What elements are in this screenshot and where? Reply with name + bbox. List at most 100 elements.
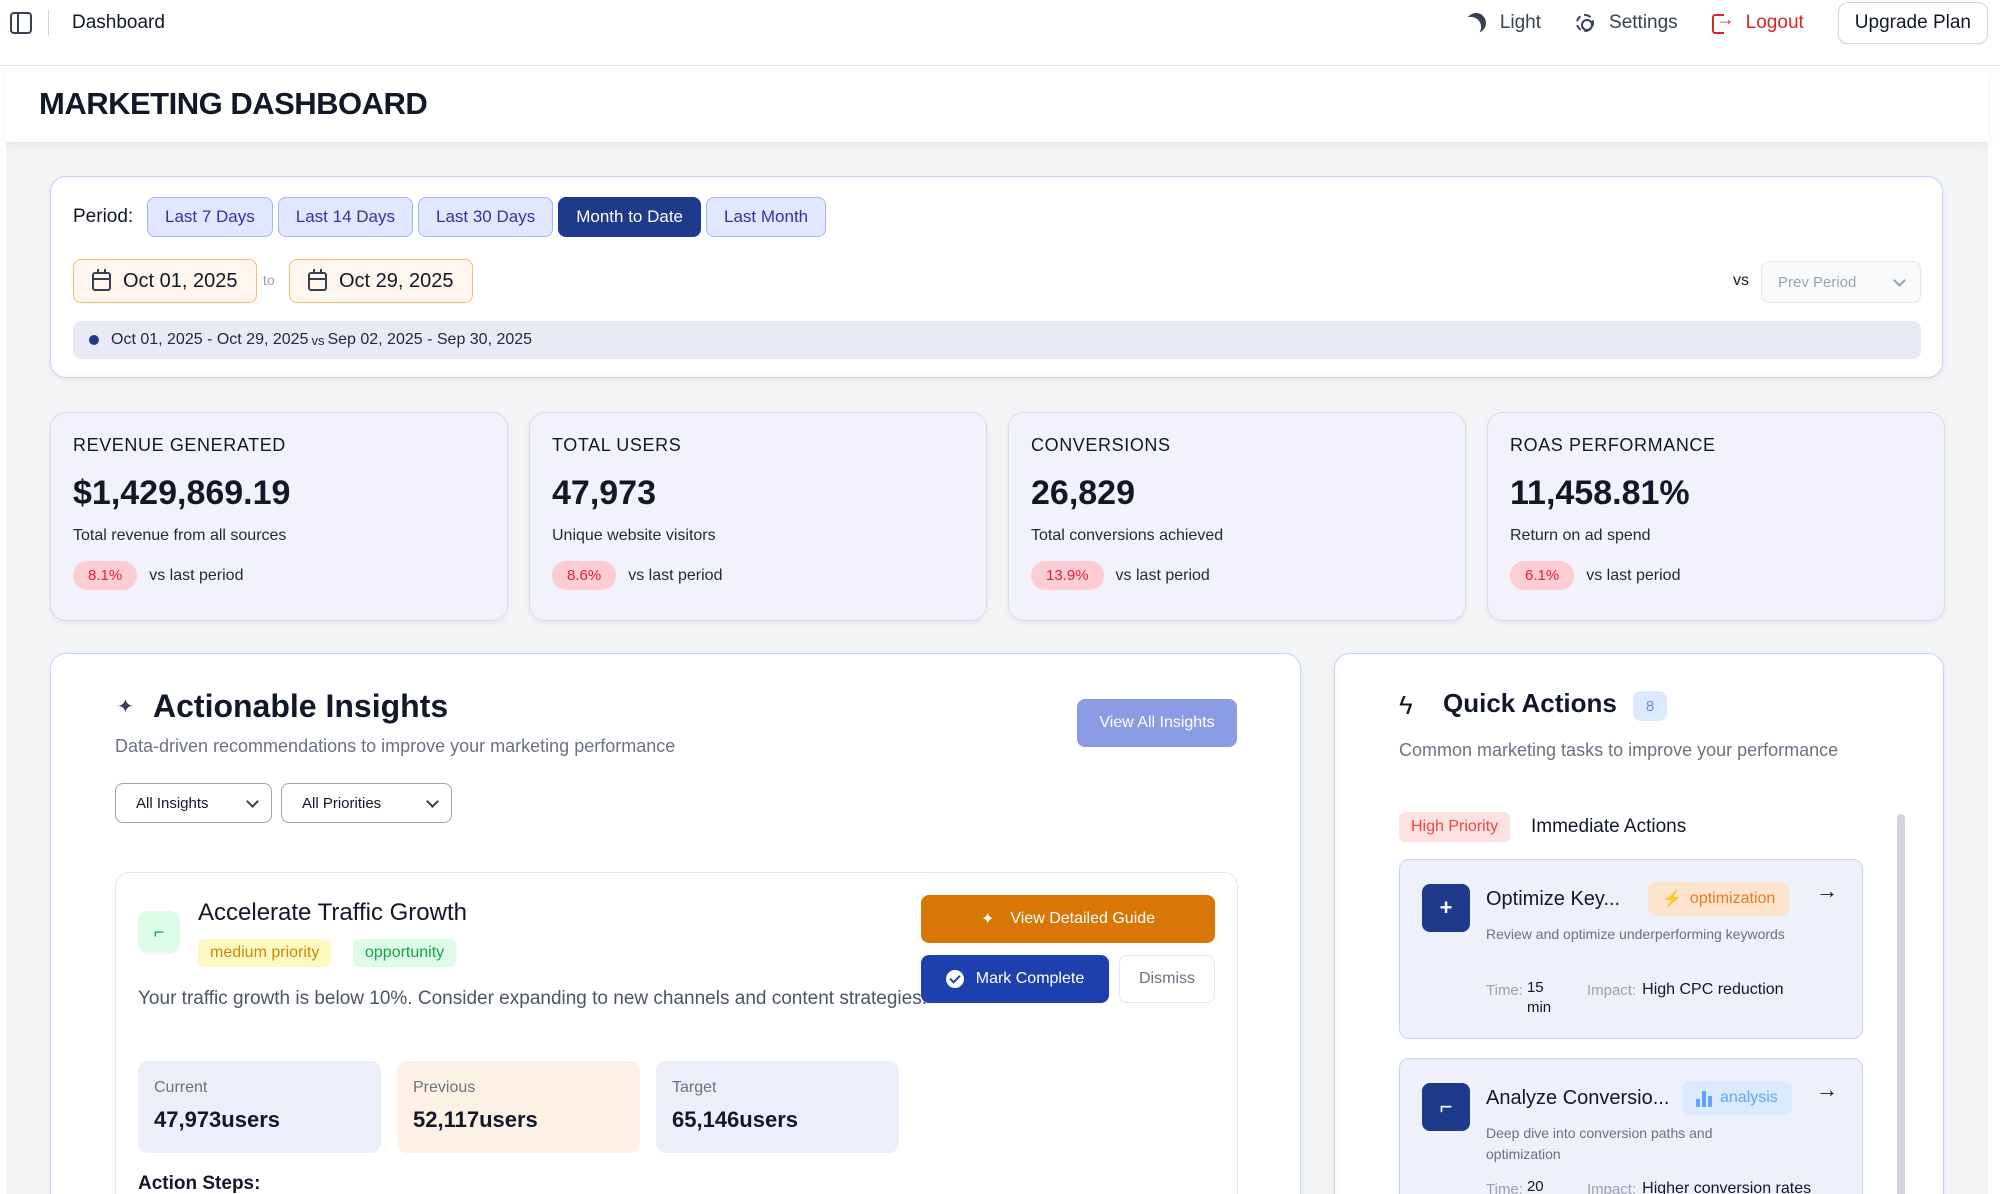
insight-description: Your traffic growth is below 10%. Consid… (138, 988, 927, 1009)
divider (48, 10, 49, 36)
metric-current: Current 47,973users (138, 1061, 381, 1153)
period-selector-card: Period: Last 7 Days Last 14 Days Last 30… (50, 176, 1943, 378)
change-label: vs last period (628, 566, 723, 584)
chevron-down-icon (426, 794, 439, 808)
metric-label: Target (672, 1079, 717, 1096)
start-date-picker[interactable]: Oct 01, 2025 (73, 259, 257, 303)
time-label: Time: (1486, 982, 1523, 999)
top-nav: Light Settings Logout Upgrade Plan (1466, 0, 1988, 46)
priority-select[interactable]: All Priorities (281, 783, 452, 823)
kpi-description: Return on ad spend (1510, 527, 1651, 544)
kpi-card-revenue: REVENUE GENERATED $1,429,869.19 Total re… (50, 412, 508, 621)
chevron-down-icon (246, 794, 259, 808)
compare-period-value: Prev Period (1778, 273, 1857, 291)
calendar-icon (92, 268, 111, 291)
impact-value: Higher conversion rates (1642, 1180, 1812, 1194)
period-label: Period: (73, 206, 134, 227)
theme-toggle-button[interactable]: Light (1466, 12, 1541, 34)
view-detailed-guide-button[interactable]: ✦ View Detailed Guide (921, 895, 1215, 943)
dismiss-button[interactable]: Dismiss (1119, 955, 1215, 1003)
metric-value: 65,146users (672, 1107, 798, 1132)
kpi-card-users: TOTAL USERS 47,973 Unique website visito… (529, 412, 987, 621)
logout-button[interactable]: Logout (1711, 9, 1804, 34)
status-dot (89, 335, 99, 345)
period-last-month-button[interactable]: Last Month (706, 197, 827, 237)
type-tag: opportunity (353, 939, 457, 967)
kpi-footer: 13.9% vs last period (1031, 561, 1443, 590)
quick-actions-subtitle: Common marketing tasks to improve your p… (1399, 740, 1839, 760)
moon-icon (1463, 10, 1489, 36)
gear-icon (1575, 13, 1595, 33)
compare-period-select[interactable]: Prev Period (1761, 261, 1921, 303)
category-tag: ⚡ optimization (1648, 882, 1790, 916)
page-title: MARKETING DASHBOARD (39, 86, 428, 121)
sparkle-icon: ✦ (980, 911, 995, 928)
actionable-insights-panel: ✦ Actionable Insights Data-driven recomm… (50, 653, 1301, 1194)
kpi-description: Unique website visitors (552, 527, 716, 544)
category-label: optimization (1689, 890, 1776, 907)
kpi-description: Total conversions achieved (1031, 527, 1224, 544)
kpi-card-conversions: CONVERSIONS 26,829 Total conversions ach… (1008, 412, 1466, 621)
priority-value: All Priorities (302, 794, 382, 812)
upgrade-plan-button[interactable]: Upgrade Plan (1837, 2, 1988, 44)
insight-type-select[interactable]: All Insights (115, 783, 272, 823)
end-date-picker[interactable]: Oct 29, 2025 (289, 259, 473, 303)
date-range-summary: Oct 01, 2025 - Oct 29, 2025 vs Sep 02, 2… (73, 321, 1921, 359)
calendar-icon (308, 268, 327, 291)
insight-card: ⌐ Accelerate Traffic Growth medium prior… (115, 872, 1238, 1194)
category-label: analysis (1720, 1089, 1778, 1106)
logout-icon (1711, 9, 1735, 34)
quick-action-item[interactable]: + Optimize Key... ⚡ optimization → Revie… (1399, 859, 1863, 1039)
insights-subtitle: Data-driven recommendations to improve y… (115, 736, 676, 756)
action-steps-heading: Action Steps: (138, 1173, 261, 1194)
breadcrumb[interactable]: Dashboard (72, 12, 165, 33)
settings-button[interactable]: Settings (1575, 12, 1678, 34)
metric-label: Current (154, 1079, 208, 1096)
guide-label: View Detailed Guide (1010, 910, 1156, 927)
quick-actions-panel: ϟ Quick Actions 8 Common marketing tasks… (1334, 653, 1944, 1194)
immediate-actions-label: Immediate Actions (1531, 816, 1687, 837)
metric-label: Previous (413, 1079, 476, 1096)
view-all-insights-button[interactable]: View All Insights (1077, 699, 1237, 747)
top-bar: Dashboard Light Settings Logout Upgrade … (0, 0, 2000, 66)
change-label: vs last period (1115, 566, 1210, 584)
plus-icon: + (1422, 884, 1470, 932)
arrow-right-icon[interactable]: → (1816, 1077, 1838, 1102)
sidebar-toggle-icon[interactable] (10, 12, 32, 34)
to-label: to (263, 272, 275, 288)
change-badge: 8.6% (552, 561, 617, 590)
kpi-footer: 8.6% vs last period (552, 561, 964, 590)
priority-tag: medium priority (198, 939, 332, 967)
kpi-card-roas: ROAS PERFORMANCE 11,458.81% Return on ad… (1487, 412, 1945, 621)
metric-value: 52,117users (413, 1107, 538, 1132)
period-month-to-date-button[interactable]: Month to Date (558, 197, 702, 237)
impact-label: Impact: (1586, 982, 1637, 999)
sparkle-icon: ✦ (117, 696, 134, 718)
quick-action-item[interactable]: ⌐ Analyze Conversio... analysis → Deep d… (1399, 1058, 1863, 1194)
logout-label: Logout (1745, 12, 1804, 33)
period-options: Last 7 Days Last 14 Days Last 30 Days Mo… (147, 197, 827, 237)
period-last-30-days-button[interactable]: Last 30 Days (418, 197, 554, 237)
kpi-value: 26,829 (1031, 474, 1135, 512)
high-priority-badge: High Priority (1399, 812, 1511, 842)
metric-previous: Previous 52,117users (397, 1061, 640, 1153)
quick-actions-title: Quick Actions (1443, 688, 1617, 718)
period-last-7-days-button[interactable]: Last 7 Days (147, 197, 273, 237)
scrollbar[interactable] (1897, 814, 1905, 1194)
change-badge: 6.1% (1510, 561, 1575, 590)
quick-actions-count-badge: 8 (1633, 691, 1667, 721)
period-last-14-days-button[interactable]: Last 14 Days (277, 197, 413, 237)
bolt-icon: ϟ (1399, 690, 1413, 720)
chevron-down-icon (1893, 273, 1906, 287)
traffic-growth-icon: ⌐ (138, 911, 180, 953)
kpi-label: TOTAL USERS (552, 435, 682, 455)
time-value: 20 min (1526, 1178, 1544, 1194)
change-label: vs last period (149, 566, 244, 584)
quick-action-name: Optimize Key... (1486, 888, 1621, 910)
mark-complete-button[interactable]: Mark Complete (921, 955, 1109, 1003)
insight-type-value: All Insights (136, 794, 209, 812)
metric-value: 47,973users (154, 1107, 280, 1132)
kpi-value: $1,429,869.19 (73, 474, 291, 512)
theme-label: Light (1499, 12, 1542, 33)
arrow-right-icon[interactable]: → (1816, 878, 1838, 903)
